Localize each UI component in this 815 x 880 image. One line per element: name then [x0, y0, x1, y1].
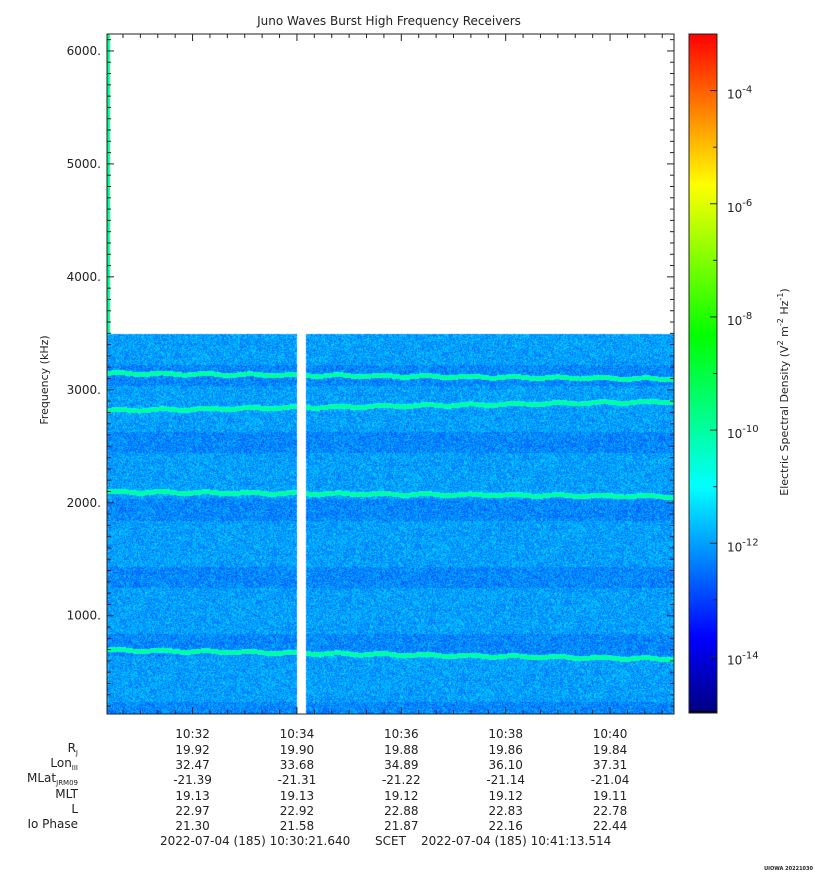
ephemeris-value-io-phase: 21.87 — [384, 819, 419, 833]
ephemeris-value-rj: 19.84 — [592, 743, 628, 757]
colorbar-tick-label: 10-6 — [727, 198, 752, 215]
ephemeris-value-l: 22.92 — [279, 803, 315, 818]
ephemeris-value-mlat: -21.14 — [486, 773, 526, 788]
ephemeris-value-mlt: 19.12 — [384, 788, 419, 803]
colorbar-tick-label: 10-8 — [727, 311, 752, 328]
ephemeris-label-l: L — [71, 801, 78, 816]
ephemeris-value-lon: 32.47 — [175, 758, 210, 773]
ephemeris-value-io-phase: 22.16 — [488, 819, 523, 833]
y-tick-label: 6000. — [67, 44, 101, 58]
ephemeris-value-rj: 19.88 — [384, 743, 419, 757]
ephemeris-label-mlt: MLT — [55, 786, 78, 801]
chart-title: Juno Waves Burst High Frequency Receiver… — [256, 14, 521, 28]
ephemeris-value-mlat: -21.04 — [590, 773, 630, 788]
ephemeris-value-lon: 37.31 — [592, 758, 628, 773]
ephemeris-label-rj: RJ — [67, 741, 78, 757]
ephemeris-label-lon: LonIII — [50, 756, 78, 773]
y-tick-label: 1000. — [67, 609, 101, 623]
spectrogram-image — [107, 34, 674, 714]
y-axis-label: Frequency (kHz) — [38, 335, 51, 424]
y-tick-label: 4000. — [67, 270, 101, 284]
ephemeris-value-lon: 36.10 — [488, 758, 523, 773]
plot-frame — [106, 33, 675, 715]
ephemeris-value-mlat: -21.39 — [173, 773, 212, 788]
y-tick-label: 2000. — [67, 496, 101, 510]
start-time: 2022-07-04 (185) 10:30:21.640 — [160, 834, 351, 848]
ephemeris-value-io-phase: 22.44 — [592, 819, 628, 833]
ephemeris-value-l: 22.78 — [592, 803, 628, 818]
ephemeris-value-l: 22.88 — [384, 803, 419, 818]
x-tick-label: 10:40 — [593, 727, 628, 741]
credit-text: UIOWA 20221030 — [764, 866, 813, 872]
colorbar-label: Electric Spectral Density (V2 m-2 Hz-1) — [776, 288, 791, 495]
colorbar-tick-label: 10-4 — [727, 85, 752, 102]
plot-area — [106, 33, 675, 715]
ephemeris-value-rj: 19.92 — [175, 743, 210, 757]
x-tick-label: 10:36 — [384, 727, 419, 741]
x-tick-label: 10:34 — [280, 727, 315, 741]
end-time: 2022-07-04 (185) 10:41:13.514 — [421, 834, 612, 848]
ephemeris-value-mlat: -21.31 — [277, 773, 317, 788]
ephemeris-value-mlt: 19.12 — [488, 788, 523, 803]
y-axis: 1000. 2000. 3000. 4000. 5000. 6000. — [67, 39, 674, 707]
scet-label: SCET — [375, 834, 406, 848]
ephemeris-value-io-phase: 21.30 — [175, 819, 210, 833]
colorbar: 10-4 10-6 10-8 10-10 10-12 10-14 — [688, 33, 759, 714]
colorbar-tick-label: 10-14 — [727, 650, 759, 667]
x-tick-label: 10:32 — [175, 727, 210, 741]
colorbar-tick-label: 10-12 — [727, 537, 759, 554]
ephemeris-value-mlt: 19.13 — [175, 788, 210, 803]
ephemeris-label-mlat: MLatJRM09 — [27, 771, 78, 788]
x-axis: 10:32 10:34 10:36 10:38 10:40 — [122, 34, 663, 741]
ephemeris-value-l: 22.97 — [175, 803, 210, 818]
ephemeris-value-mlt: 19.11 — [592, 788, 628, 803]
ephemeris-label-io-phase: Io Phase — [27, 817, 78, 831]
ephemeris-value-l: 22.83 — [488, 803, 523, 818]
ephemeris-value-mlt: 19.13 — [279, 788, 315, 803]
colorbar-tick-label: 10-10 — [727, 424, 759, 441]
ephemeris-value-io-phase: 21.58 — [279, 819, 315, 833]
y-tick-label: 3000. — [67, 383, 101, 397]
ephemeris-value-lon: 34.89 — [384, 758, 419, 773]
x-tick-label: 10:38 — [488, 727, 523, 741]
y-tick-label: 5000. — [67, 157, 101, 171]
colorbar-min-swatch — [689, 711, 717, 713]
ephemeris-value-rj: 19.86 — [488, 743, 523, 757]
ephemeris-value-lon: 33.68 — [279, 758, 315, 773]
colorbar-gradient — [689, 34, 717, 713]
ephemeris-value-mlat: -21.22 — [381, 773, 421, 788]
ephemeris-value-rj: 19.90 — [279, 743, 315, 757]
